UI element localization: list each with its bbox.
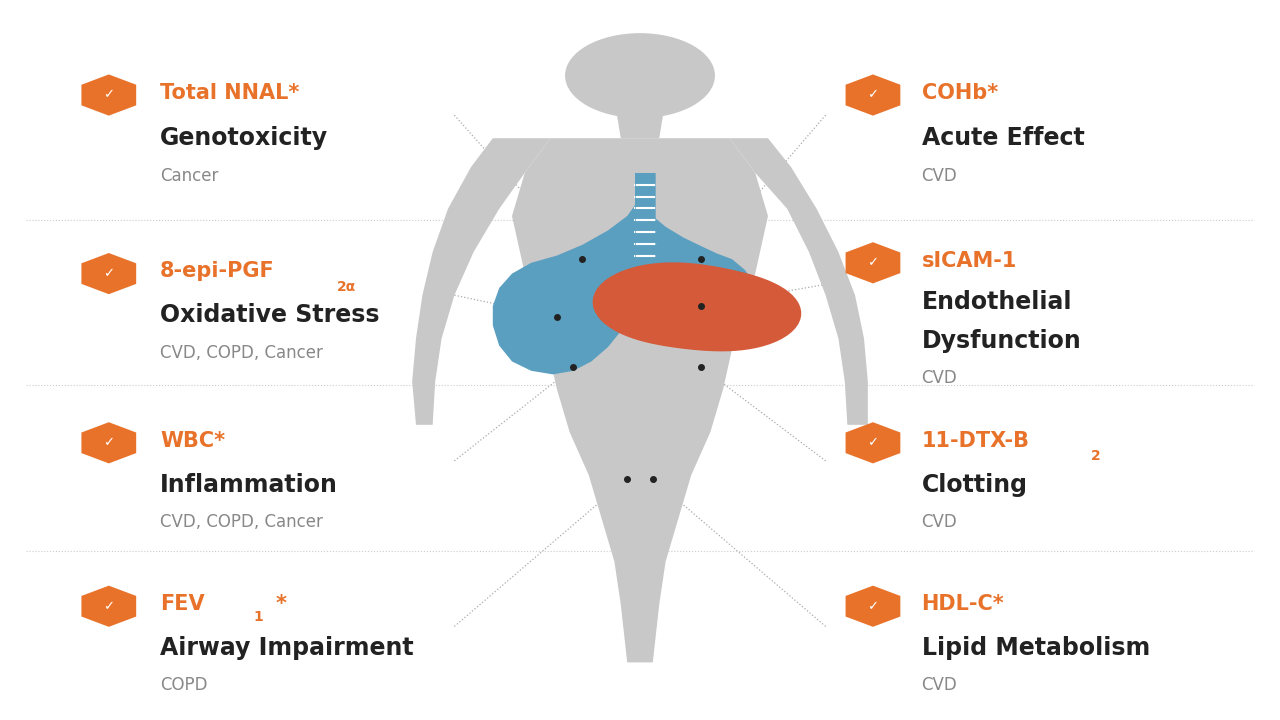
Polygon shape: [412, 138, 550, 425]
Text: 1: 1: [253, 610, 264, 624]
Text: Oxidative Stress: Oxidative Stress: [160, 303, 379, 328]
Text: Cancer: Cancer: [160, 167, 219, 185]
Text: CVD, COPD, Cancer: CVD, COPD, Cancer: [160, 344, 323, 361]
Text: ✓: ✓: [868, 256, 878, 269]
Text: ✓: ✓: [868, 89, 878, 102]
Text: WBC*: WBC*: [160, 431, 225, 451]
Text: COPD: COPD: [160, 677, 207, 694]
Text: Airway Impairment: Airway Impairment: [160, 636, 413, 660]
Polygon shape: [82, 253, 136, 294]
Polygon shape: [617, 115, 663, 138]
Text: 2α: 2α: [337, 279, 356, 294]
Polygon shape: [512, 138, 768, 662]
Text: ✓: ✓: [104, 436, 114, 449]
Polygon shape: [593, 262, 801, 351]
Text: CVD: CVD: [922, 167, 957, 185]
Text: Lipid Metabolism: Lipid Metabolism: [922, 636, 1149, 660]
Polygon shape: [82, 422, 136, 464]
Text: HDL-C*: HDL-C*: [922, 594, 1005, 614]
Text: *: *: [275, 594, 287, 614]
Text: 2: 2: [1091, 449, 1101, 463]
Text: ✓: ✓: [868, 600, 878, 613]
Polygon shape: [846, 74, 900, 116]
Polygon shape: [846, 422, 900, 464]
Text: CVD, COPD, Cancer: CVD, COPD, Cancer: [160, 513, 323, 531]
Text: ✓: ✓: [868, 436, 878, 449]
Polygon shape: [730, 138, 868, 425]
Text: FEV: FEV: [160, 594, 205, 614]
Bar: [635, 173, 655, 268]
Text: Dysfunction: Dysfunction: [922, 328, 1082, 353]
Text: sICAM-1: sICAM-1: [922, 251, 1018, 271]
Text: Total NNAL*: Total NNAL*: [160, 83, 300, 103]
Polygon shape: [640, 194, 758, 349]
Polygon shape: [846, 585, 900, 627]
Polygon shape: [82, 74, 136, 116]
Text: Endothelial: Endothelial: [922, 290, 1073, 315]
Text: Clotting: Clotting: [922, 472, 1028, 497]
Bar: [635, 173, 655, 268]
Text: 8-epi-PGF: 8-epi-PGF: [160, 261, 275, 282]
Text: 11-DTX-B: 11-DTX-B: [922, 431, 1029, 451]
Text: CVD: CVD: [922, 513, 957, 531]
Text: ✓: ✓: [104, 600, 114, 613]
Text: Inflammation: Inflammation: [160, 472, 338, 497]
Text: Genotoxicity: Genotoxicity: [160, 126, 328, 150]
Text: ✓: ✓: [104, 89, 114, 102]
Circle shape: [566, 34, 714, 117]
Polygon shape: [82, 585, 136, 627]
Text: ✓: ✓: [104, 267, 114, 280]
Polygon shape: [846, 242, 900, 284]
Text: Acute Effect: Acute Effect: [922, 126, 1084, 150]
Polygon shape: [493, 194, 640, 374]
Text: COHb*: COHb*: [922, 83, 998, 103]
Text: CVD: CVD: [922, 369, 957, 387]
Text: CVD: CVD: [922, 677, 957, 694]
